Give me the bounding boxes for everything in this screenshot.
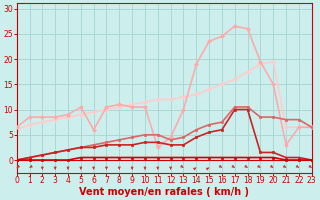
X-axis label: Vent moyen/en rafales ( km/h ): Vent moyen/en rafales ( km/h ) xyxy=(79,187,249,197)
